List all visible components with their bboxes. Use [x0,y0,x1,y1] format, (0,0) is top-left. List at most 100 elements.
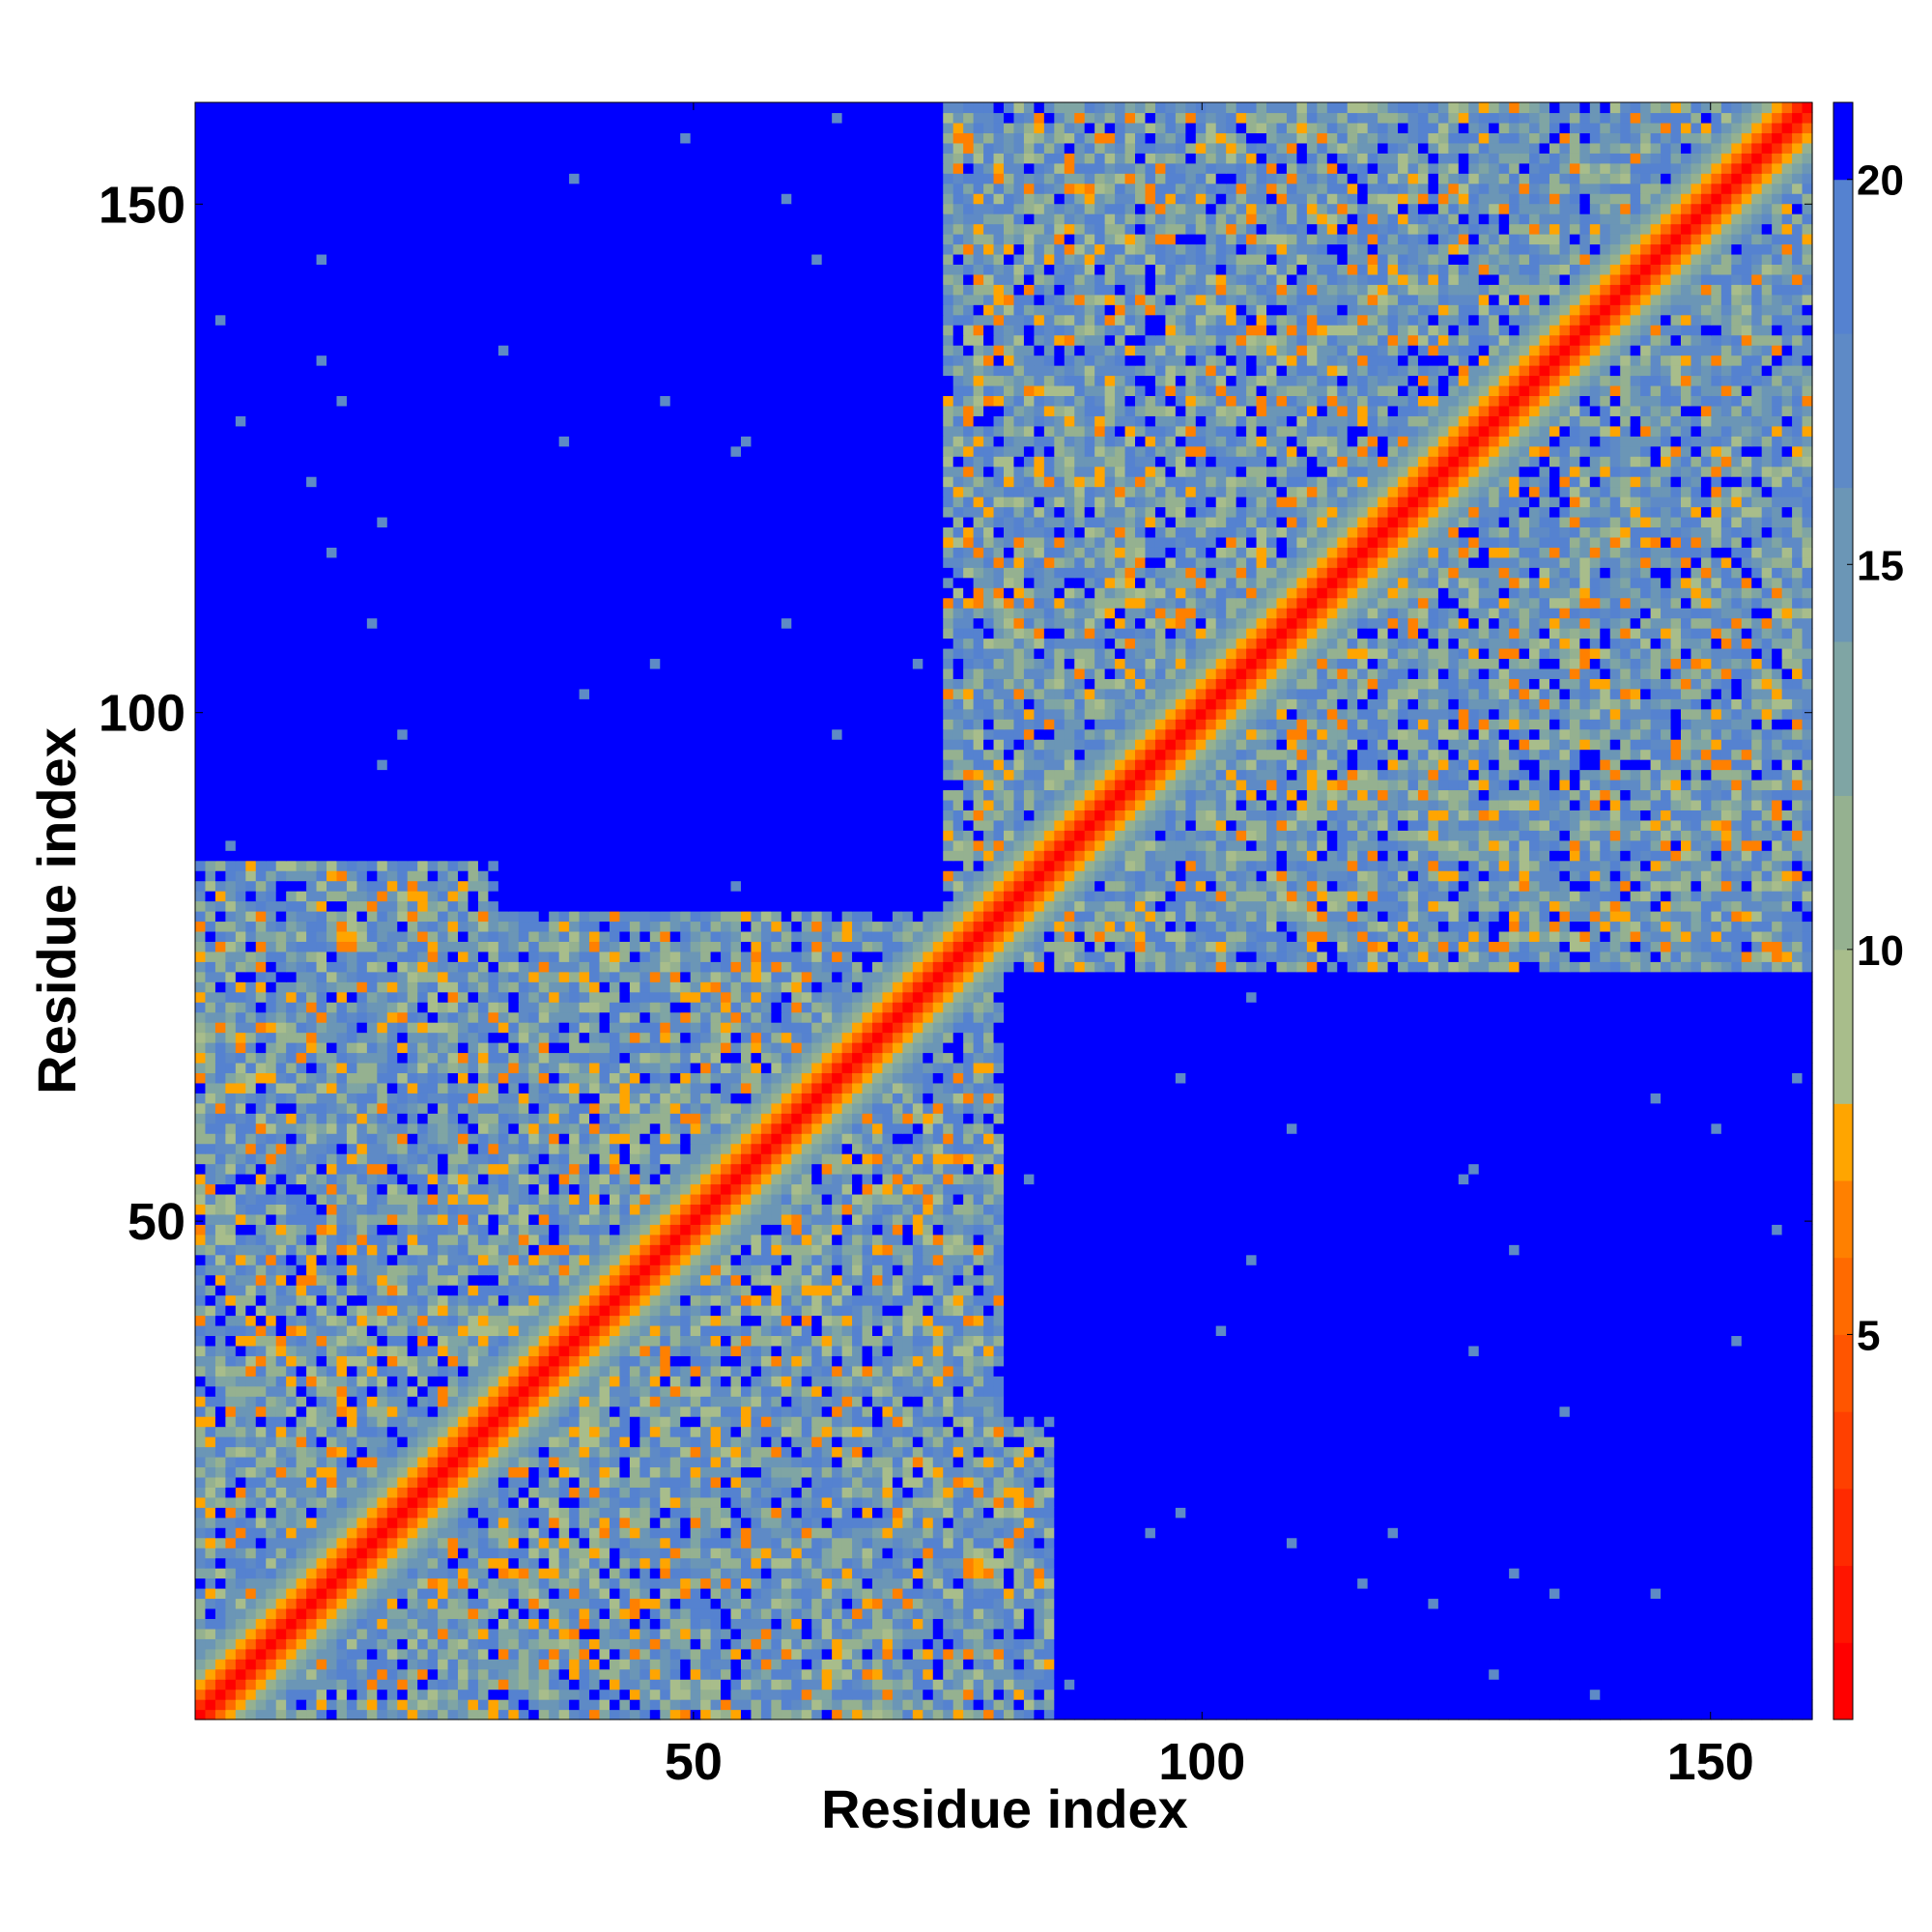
heatmap-cell [1499,1518,1510,1528]
heatmap-cell [832,1598,842,1608]
heatmap-cell [1266,1649,1277,1660]
heatmap-cell [367,1618,378,1629]
heatmap-cell [1620,1669,1631,1680]
heatmap-cell [994,1558,1005,1569]
heatmap-cell [852,1588,863,1599]
heatmap-cell [902,1568,913,1578]
heatmap-cell [1115,1497,1125,1508]
heatmap-cell [1721,1507,1732,1518]
heatmap-cell [498,1527,509,1538]
heatmap-cell [1257,1447,1267,1458]
heatmap-cell [639,1649,650,1660]
heatmap-cell [276,1548,287,1558]
heatmap-cell [1044,1518,1055,1528]
heatmap-cell [1246,1608,1257,1619]
heatmap-cell [933,1669,944,1680]
heatmap-cell [205,1659,215,1669]
heatmap-cell [1246,1466,1257,1477]
heatmap-cell [1276,1588,1287,1599]
heatmap-cell [1640,1466,1651,1477]
heatmap-cell [872,1568,883,1578]
heatmap-cell [428,1608,439,1619]
heatmap-cell [1004,1690,1014,1700]
heatmap-cell [1266,1558,1277,1569]
heatmap-cell [1348,1466,1358,1477]
heatmap-cell [863,1487,873,1497]
heatmap-cell [549,1518,559,1528]
heatmap-cell [306,1608,317,1619]
heatmap-cell [721,1690,731,1700]
heatmap-cell [589,1629,600,1639]
heatmap-cell [832,1507,842,1518]
heatmap-cell [1236,1518,1247,1528]
heatmap-cell [1216,1457,1227,1467]
heatmap-cell [347,1466,357,1477]
heatmap-cell [377,1507,387,1518]
heatmap-cell [1782,1699,1793,1710]
heatmap-cell [1489,1669,1499,1680]
heatmap-cell [428,1527,439,1538]
heatmap-cell [1489,1679,1499,1690]
heatmap-cell [367,1568,378,1578]
heatmap-cell [691,1690,701,1700]
heatmap-cell [1054,1527,1065,1538]
heatmap-cell [205,1538,215,1548]
heatmap-cell [1115,1518,1125,1528]
heatmap-cell [408,1690,418,1700]
heatmap-cell [1094,1527,1105,1538]
heatmap-cell [1216,1568,1227,1578]
heatmap-cell [1540,1659,1550,1669]
heatmap-cell [1579,1608,1590,1619]
heatmap-cell [478,1679,489,1690]
heatmap-cell [580,1487,590,1497]
heatmap-cell [711,1477,722,1488]
heatmap-cell [670,1568,681,1578]
heatmap-cell [610,1608,620,1619]
heatmap-cell [1438,1588,1449,1599]
heatmap-cell [498,1538,509,1548]
heatmap-cell [417,1568,428,1578]
heatmap-cell [1438,1518,1449,1528]
heatmap-cell [953,1507,964,1518]
heatmap-cell [882,1487,893,1497]
heatmap-cell [963,1527,974,1538]
heatmap-cell [1590,1466,1601,1477]
heatmap-cell [256,1588,267,1599]
heatmap-cell [1731,1538,1742,1548]
heatmap-cell [1155,1457,1166,1467]
heatmap-cell [741,1518,752,1528]
heatmap-cell [1549,1598,1560,1608]
heatmap-cell [195,1507,206,1518]
heatmap-cell [1145,1538,1155,1548]
heatmap-cell [559,1548,570,1558]
heatmap-cell [963,1629,974,1639]
heatmap-cell [639,1466,650,1477]
heatmap-cell [660,1507,670,1518]
heatmap-cell [1246,1618,1257,1629]
heatmap-cell [1640,1487,1651,1497]
heatmap-cell [1742,1477,1752,1488]
heatmap-cell [569,1497,580,1508]
heatmap-cell [1418,1518,1429,1528]
heatmap-cell [1054,1699,1065,1710]
heatmap-cell [1074,1618,1085,1629]
heatmap-cell [943,1699,953,1710]
heatmap-cell [438,1548,448,1558]
heatmap-cell [1529,1487,1540,1497]
heatmap-cell [448,1649,459,1660]
heatmap-cell [1257,1527,1267,1538]
heatmap-cell [468,1487,478,1497]
heatmap-cell [1671,1669,1682,1680]
heatmap-cell [1296,1466,1307,1477]
heatmap-cell [367,1497,378,1508]
heatmap-cell [893,1588,903,1599]
heatmap-cell [1348,1548,1358,1558]
heatmap-cell [863,1618,873,1629]
heatmap-cell [1782,1659,1793,1669]
heatmap-cell [356,1699,367,1710]
heatmap-cell [1620,1638,1631,1649]
heatmap-cell [1651,1659,1662,1669]
heatmap-cell [852,1710,863,1720]
heatmap-cell [245,1629,256,1639]
heatmap-cell [1468,1679,1479,1690]
